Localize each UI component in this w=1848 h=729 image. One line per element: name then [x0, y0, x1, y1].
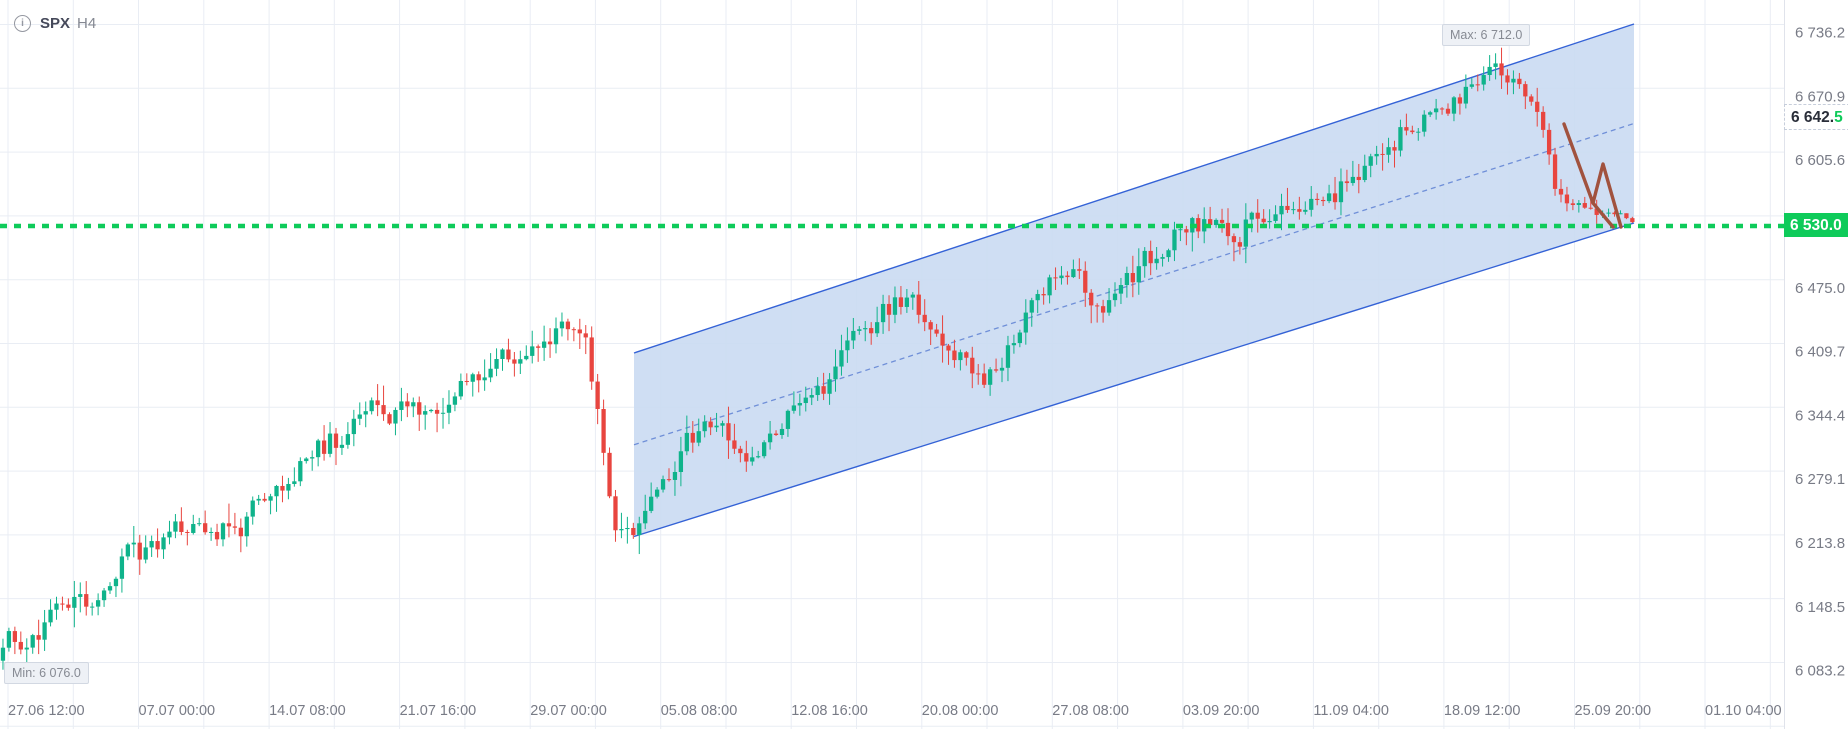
svg-text:25.09 20:00: 25.09 20:00 [1575, 703, 1652, 719]
svg-text:03.09 20:00: 03.09 20:00 [1183, 703, 1260, 719]
svg-text:6 213.8: 6 213.8 [1795, 535, 1845, 552]
svg-text:6 083.2: 6 083.2 [1795, 663, 1845, 680]
svg-text:07.07 00:00: 07.07 00:00 [139, 703, 216, 719]
svg-text:27.06 12:00: 27.06 12:00 [8, 703, 85, 719]
svg-text:6 409.7: 6 409.7 [1795, 344, 1845, 361]
svg-text:01.10 04:00: 01.10 04:00 [1705, 703, 1782, 719]
svg-text:14.07 08:00: 14.07 08:00 [269, 703, 346, 719]
svg-text:05.08 08:00: 05.08 08:00 [661, 703, 738, 719]
svg-text:6 148.5: 6 148.5 [1795, 599, 1845, 616]
svg-text:6 344.4: 6 344.4 [1795, 407, 1845, 424]
svg-text:6 475.0: 6 475.0 [1795, 280, 1845, 297]
svg-text:21.07 16:00: 21.07 16:00 [400, 703, 477, 719]
svg-text:20.08 00:00: 20.08 00:00 [922, 703, 999, 719]
svg-text:27.08 08:00: 27.08 08:00 [1052, 703, 1129, 719]
svg-text:12.08 16:00: 12.08 16:00 [791, 703, 868, 719]
svg-text:6 605.6: 6 605.6 [1795, 152, 1845, 169]
svg-text:6 279.1: 6 279.1 [1795, 471, 1845, 488]
svg-text:6 670.9: 6 670.9 [1795, 88, 1845, 105]
svg-text:18.09 12:00: 18.09 12:00 [1444, 703, 1521, 719]
svg-text:29.07 00:00: 29.07 00:00 [530, 703, 607, 719]
svg-text:6 736.2: 6 736.2 [1795, 25, 1845, 42]
svg-text:11.09 04:00: 11.09 04:00 [1313, 703, 1389, 719]
